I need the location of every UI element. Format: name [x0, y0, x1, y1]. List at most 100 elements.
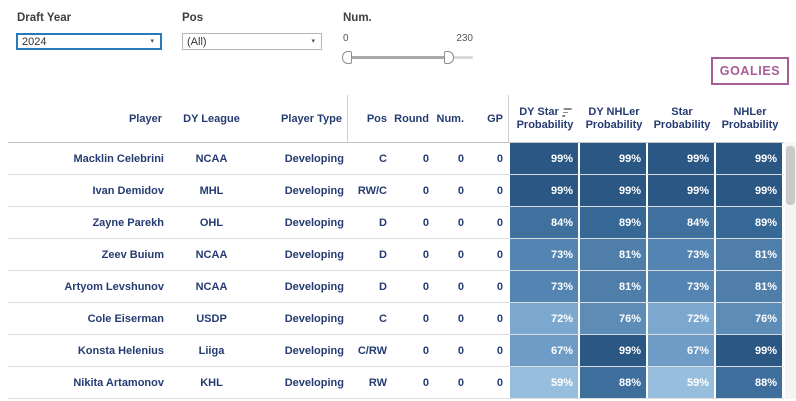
cell-num[interactable]: 0: [457, 216, 464, 229]
cell-dy-league[interactable]: NCAA: [195, 280, 228, 293]
cell-num[interactable]: 0: [457, 280, 464, 293]
num-slider-track[interactable]: [345, 56, 473, 59]
cell-num[interactable]: 0: [457, 376, 464, 389]
cell-pos[interactable]: RW: [368, 376, 387, 389]
cell-player-type[interactable]: Developing: [284, 152, 344, 165]
prob-cell-dy-star[interactable]: 84%: [510, 207, 578, 238]
cell-gp[interactable]: 0: [496, 312, 503, 325]
header-round[interactable]: Round: [394, 112, 429, 125]
prob-cell-dy-star[interactable]: 67%: [510, 335, 578, 366]
cell-player-type[interactable]: Developing: [284, 312, 344, 325]
prob-cell-star[interactable]: 73%: [648, 271, 714, 302]
cell-dy-league[interactable]: Liiga: [198, 344, 225, 357]
prob-cell-nhler[interactable]: 81%: [716, 271, 782, 302]
prob-cell-dy-star[interactable]: 59%: [510, 367, 578, 398]
prob-cell-dy-nhler[interactable]: 99%: [580, 143, 646, 174]
cell-player[interactable]: Nikita Artamonov: [73, 376, 164, 389]
prob-cell-dy-star[interactable]: 73%: [510, 239, 578, 270]
prob-cell-nhler[interactable]: 81%: [716, 239, 782, 270]
cell-player[interactable]: Cole Eiserman: [87, 312, 164, 325]
prob-cell-nhler[interactable]: 99%: [716, 335, 782, 366]
cell-pos[interactable]: D: [379, 280, 387, 293]
prob-cell-dy-star[interactable]: 99%: [510, 175, 578, 206]
scrollbar-thumb[interactable]: [786, 146, 795, 205]
header-gp[interactable]: GP: [487, 112, 503, 125]
cell-gp[interactable]: 0: [496, 280, 503, 293]
goalies-button[interactable]: GOALIES: [711, 57, 789, 85]
num-slider-handle-max[interactable]: [444, 51, 454, 64]
cell-player[interactable]: Zeev Buium: [101, 248, 164, 261]
prob-cell-dy-star[interactable]: 99%: [510, 143, 578, 174]
prob-cell-star[interactable]: 67%: [648, 335, 714, 366]
cell-player-type[interactable]: Developing: [284, 344, 344, 357]
cell-dy-league[interactable]: NCAA: [195, 248, 228, 261]
cell-pos[interactable]: D: [379, 216, 387, 229]
cell-round[interactable]: 0: [422, 280, 429, 293]
prob-cell-dy-nhler[interactable]: 99%: [580, 175, 646, 206]
prob-cell-nhler[interactable]: 99%: [716, 143, 782, 174]
prob-cell-nhler[interactable]: 89%: [716, 207, 782, 238]
cell-dy-league[interactable]: KHL: [200, 376, 223, 389]
cell-player[interactable]: Artyom Levshunov: [64, 280, 164, 293]
cell-round[interactable]: 0: [422, 152, 429, 165]
cell-player-type[interactable]: Developing: [284, 280, 344, 293]
sort-descending-icon[interactable]: [561, 107, 572, 117]
prob-cell-nhler[interactable]: 88%: [716, 367, 782, 398]
prob-cell-nhler[interactable]: 76%: [716, 303, 782, 334]
header-player[interactable]: Player: [128, 112, 162, 125]
cell-player[interactable]: Ivan Demidov: [92, 184, 164, 197]
cell-player[interactable]: Konsta Helenius: [77, 344, 164, 357]
cell-gp[interactable]: 0: [496, 184, 503, 197]
cell-round[interactable]: 0: [422, 248, 429, 261]
cell-round[interactable]: 0: [422, 312, 429, 325]
filter-draft-year-select[interactable]: 2024 ▾: [16, 33, 162, 50]
header-dy-league[interactable]: DY League: [183, 112, 240, 125]
prob-cell-star[interactable]: 99%: [648, 175, 714, 206]
header-dy-nhler-probability[interactable]: DY NHLer Probability: [580, 106, 648, 132]
prob-cell-star[interactable]: 73%: [648, 239, 714, 270]
cell-num[interactable]: 0: [457, 184, 464, 197]
prob-cell-dy-nhler[interactable]: 81%: [580, 271, 646, 302]
header-dy-star-probability[interactable]: DY Star Probability: [510, 106, 580, 132]
scrollbar-track[interactable]: [785, 142, 796, 399]
cell-round[interactable]: 0: [422, 344, 429, 357]
prob-cell-dy-nhler[interactable]: 99%: [580, 335, 646, 366]
prob-cell-star[interactable]: 99%: [648, 143, 714, 174]
cell-gp[interactable]: 0: [496, 152, 503, 165]
cell-num[interactable]: 0: [457, 344, 464, 357]
cell-pos[interactable]: C: [379, 152, 387, 165]
prob-cell-dy-nhler[interactable]: 81%: [580, 239, 646, 270]
cell-round[interactable]: 0: [422, 216, 429, 229]
cell-player[interactable]: Zayne Parekh: [92, 216, 164, 229]
cell-player-type[interactable]: Developing: [284, 248, 344, 261]
num-slider-handle-min[interactable]: [342, 51, 352, 64]
prob-cell-dy-nhler[interactable]: 76%: [580, 303, 646, 334]
header-player-type[interactable]: Player Type: [281, 112, 342, 125]
cell-round[interactable]: 0: [422, 184, 429, 197]
cell-round[interactable]: 0: [422, 376, 429, 389]
cell-num[interactable]: 0: [457, 312, 464, 325]
filter-pos-select[interactable]: (All) ▾: [182, 33, 322, 50]
cell-dy-league[interactable]: NCAA: [195, 152, 228, 165]
header-star-probability[interactable]: Star Probability: [648, 106, 716, 132]
cell-pos[interactable]: C: [379, 312, 387, 325]
header-num[interactable]: Num.: [436, 112, 465, 125]
prob-cell-dy-nhler[interactable]: 88%: [580, 367, 646, 398]
cell-pos[interactable]: C/RW: [357, 344, 387, 357]
prob-cell-dy-star[interactable]: 72%: [510, 303, 578, 334]
prob-cell-dy-nhler[interactable]: 89%: [580, 207, 646, 238]
cell-dy-league[interactable]: MHL: [199, 184, 224, 197]
cell-player-type[interactable]: Developing: [284, 184, 344, 197]
cell-player[interactable]: Macklin Celebrini: [73, 152, 164, 165]
cell-num[interactable]: 0: [457, 152, 464, 165]
cell-dy-league[interactable]: USDP: [196, 312, 227, 325]
cell-player-type[interactable]: Developing: [284, 216, 344, 229]
cell-pos[interactable]: RW/C: [357, 184, 387, 197]
prob-cell-nhler[interactable]: 99%: [716, 175, 782, 206]
prob-cell-star[interactable]: 72%: [648, 303, 714, 334]
cell-dy-league[interactable]: OHL: [199, 216, 224, 229]
cell-gp[interactable]: 0: [496, 376, 503, 389]
prob-cell-star[interactable]: 84%: [648, 207, 714, 238]
header-nhler-probability[interactable]: NHLer Probability: [716, 106, 784, 132]
cell-player-type[interactable]: Developing: [284, 376, 344, 389]
